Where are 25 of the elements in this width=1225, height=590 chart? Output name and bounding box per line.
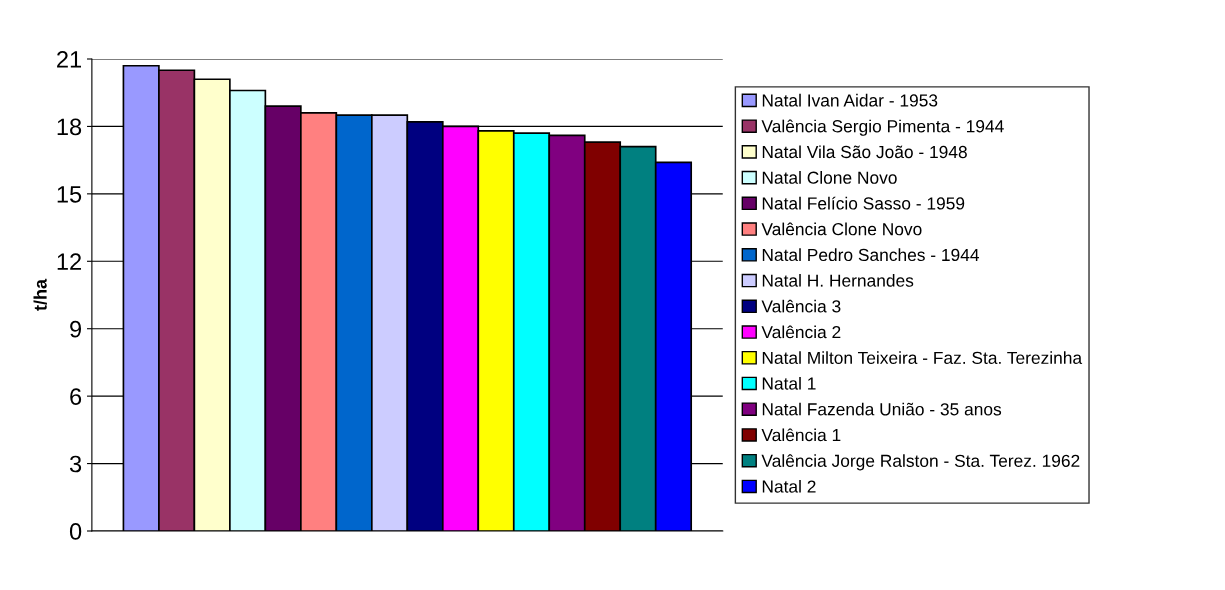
legend-label: Natal 1 — [762, 376, 816, 390]
legend-label: Natal Milton Teixeira - Faz. Sta. Terezinha — [762, 351, 1083, 364]
y-tick-label: 21 — [57, 51, 81, 68]
legend-label: Valência Sergio Pimenta - 1944 — [761, 119, 1004, 136]
y-axis-title: t/ha — [33, 278, 47, 311]
y-tick-label: 15 — [57, 186, 82, 203]
y-tick-label: 3 — [69, 455, 82, 473]
legend-label: Natal Ivan Aidar - 1953 — [762, 93, 938, 107]
y-tick-label: 9 — [70, 320, 82, 338]
y-tick-label: 6 — [70, 388, 82, 405]
y-tick-label: 18 — [57, 118, 82, 136]
legend-label: Valência 1 — [761, 428, 841, 442]
legend-label: Natal 2 — [762, 479, 816, 493]
y-tick-label: 0 — [69, 523, 82, 540]
legend-label: Natal Felício Sasso - 1959 — [762, 196, 965, 210]
legend-label: Valência Jorge Ralston - Sta. Terez. 1962 — [761, 454, 1080, 471]
y-tick-label: 12 — [57, 253, 81, 270]
legend-label: Natal Vila São João - 1948 — [762, 145, 967, 159]
legend-label: Valência 3 — [761, 299, 841, 313]
legend-label: Natal Clone Novo — [762, 171, 897, 184]
legend-label: Valência 2 — [761, 325, 841, 339]
legend-label: Valência Clone Novo — [761, 222, 922, 236]
legend-label: Natal H. Hernandes — [762, 274, 914, 287]
legend-label: Natal Fazenda União - 35 anos — [762, 402, 1002, 416]
legend-label: Natal Pedro Sanches - 1944 — [762, 248, 980, 262]
